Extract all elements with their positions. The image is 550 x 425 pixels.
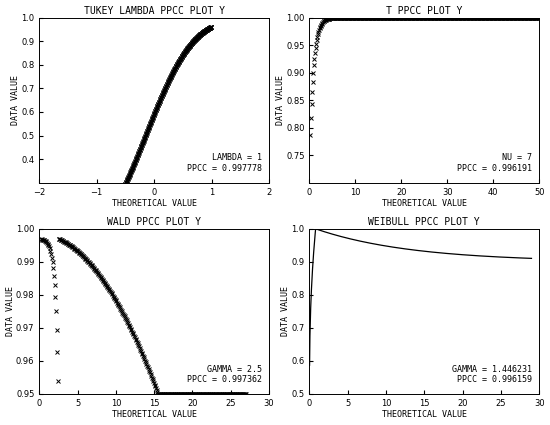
Text: LAMBDA = 1
PPCC = 0.997778: LAMBDA = 1 PPCC = 0.997778 xyxy=(187,153,262,173)
Y-axis label: DATA VALUE: DATA VALUE xyxy=(6,286,14,336)
Title: TUKEY LAMBDA PPCC PLOT Y: TUKEY LAMBDA PPCC PLOT Y xyxy=(84,6,224,16)
Y-axis label: DATA VALUE: DATA VALUE xyxy=(11,75,20,125)
X-axis label: THEORETICAL VALUE: THEORETICAL VALUE xyxy=(382,411,467,419)
Y-axis label: DATA VALUE: DATA VALUE xyxy=(276,75,285,125)
Text: NU = 7
PPCC = 0.996191: NU = 7 PPCC = 0.996191 xyxy=(457,153,532,173)
Text: GAMMA = 2.5
PPCC = 0.997362: GAMMA = 2.5 PPCC = 0.997362 xyxy=(187,365,262,384)
Text: GAMMA = 1.446231
PPCC = 0.996159: GAMMA = 1.446231 PPCC = 0.996159 xyxy=(452,365,532,384)
Title: WALD PPCC PLOT Y: WALD PPCC PLOT Y xyxy=(107,217,201,227)
X-axis label: THEORETICAL VALUE: THEORETICAL VALUE xyxy=(112,199,197,208)
X-axis label: THEORETICAL VALUE: THEORETICAL VALUE xyxy=(112,411,197,419)
Title: T PPCC PLOT Y: T PPCC PLOT Y xyxy=(386,6,463,16)
Y-axis label: DATA VALUE: DATA VALUE xyxy=(281,286,290,336)
Title: WEIBULL PPCC PLOT Y: WEIBULL PPCC PLOT Y xyxy=(368,217,480,227)
X-axis label: THEORETICAL VALUE: THEORETICAL VALUE xyxy=(382,199,467,208)
